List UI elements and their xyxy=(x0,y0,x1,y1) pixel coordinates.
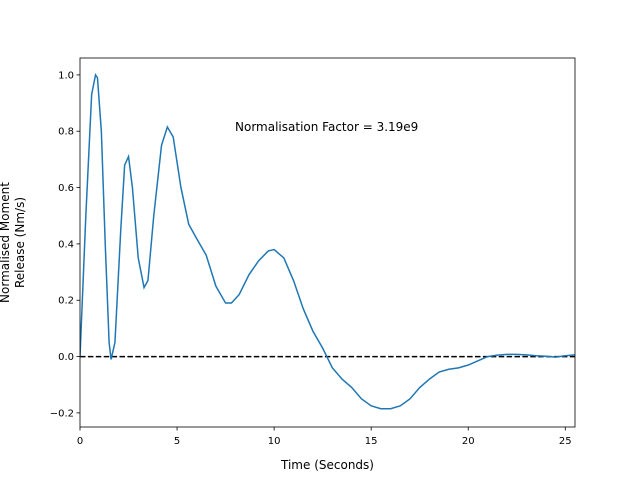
y-tick-label: 0.4 xyxy=(58,239,74,250)
x-tick-label: 20 xyxy=(462,436,475,447)
x-tick-label: 25 xyxy=(559,436,572,447)
x-tick-label: 15 xyxy=(365,436,378,447)
x-tick-label: 10 xyxy=(268,436,281,447)
y-tick-label: 1.0 xyxy=(58,70,74,81)
y-tick-label: 0.6 xyxy=(58,183,74,194)
data-line xyxy=(80,73,575,410)
x-axis-label: Time (Seconds) xyxy=(280,458,374,472)
y-tick-label: 0.8 xyxy=(58,127,74,138)
x-tick-label: 0 xyxy=(77,436,83,447)
x-tick-label: 5 xyxy=(174,436,180,447)
y-axis-label: Normalised Moment xyxy=(0,182,12,303)
y-tick-label: −0.2 xyxy=(50,408,74,419)
plot-frame xyxy=(79,57,576,428)
y-axis-label: Release (Nm/s) xyxy=(13,197,27,288)
annotation: Normalisation Factor = 3.19e9 xyxy=(235,120,418,134)
y-tick-label: 0.0 xyxy=(58,352,74,363)
y-tick-label: 0.2 xyxy=(58,296,74,307)
